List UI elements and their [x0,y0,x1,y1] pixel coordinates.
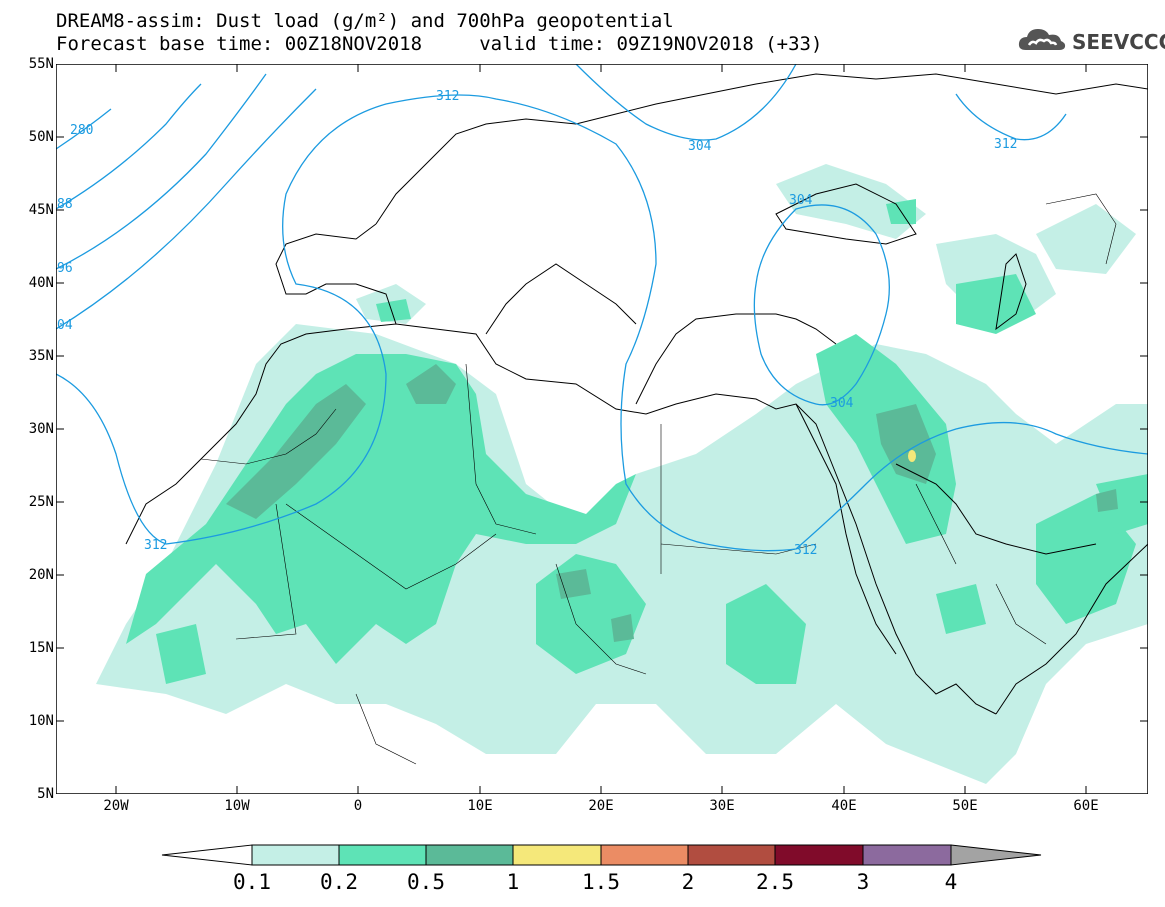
colorbar-label-2: 2 [681,870,695,894]
colorbar-over-triangle [950,844,1042,866]
lon-tick-20e: 20E [588,798,614,814]
lat-tick-5n: 5N [37,786,54,802]
colorbar-label-0.2: 0.2 [320,870,358,894]
lat-tick-15n: 15N [28,640,54,656]
colorbar-label-0.5: 0.5 [407,870,445,894]
lon-tick-40e: 40E [831,798,857,814]
colorbar-swatch-2.5 [774,844,864,866]
geopotential-contours [56,64,1148,552]
map-title-line2: Forecast base time: 00Z18NOV2018 valid t… [56,33,823,55]
contour-label-280: 280 [70,123,93,138]
contour-labels: 280 88 96 04 312 304 304 312 304 312 312 [57,89,1017,558]
colorbar-swatch-0.5 [425,844,514,866]
colorbar-label-0.1: 0.1 [233,870,271,894]
contour-label-304-east: 304 [830,396,854,411]
lat-tick-10n: 10N [28,713,54,729]
lon-tick-0: 0 [353,798,363,814]
colorbar-swatch-2 [687,844,776,866]
contour-label-304-black-sea: 304 [789,193,813,208]
contour-label-312-north: 312 [436,89,459,104]
colorbar-label-4: 4 [944,870,958,894]
map-title-line1: DREAM8-assim: Dust load (g/m²) and 700hP… [56,10,674,32]
lat-tick-55n: 55N [28,56,54,72]
colorbar-swatch-3 [862,844,952,866]
colorbar-label-1: 1 [506,870,520,894]
dust-load-map: 280 88 96 04 312 304 304 312 304 312 312 [56,64,1148,794]
lat-tick-45n: 45N [28,202,54,218]
contour-label-312-caspian: 312 [994,137,1017,152]
contour-label-304-north: 304 [688,139,712,154]
contour-label-88: 88 [57,197,73,212]
dust-shading-0.5 [226,364,1118,642]
lon-tick-20w: 20W [103,798,129,814]
coastlines [125,73,1148,715]
lon-tick-10e: 10E [467,798,493,814]
tick-marks [56,64,1148,794]
cloud-icon [1018,29,1066,50]
colorbar-label-2.5: 2.5 [756,870,794,894]
lat-tick-25n: 25N [28,494,54,510]
colorbar [161,844,1042,866]
lon-tick-50e: 50E [952,798,978,814]
contour-label-96: 96 [57,261,73,276]
colorbar-swatch-1 [512,844,602,866]
logo-text: SEEVCCC [1072,30,1165,54]
lat-tick-40n: 40N [28,275,54,291]
contour-label-312-south: 312 [794,543,817,558]
colorbar-label-1.5: 1.5 [582,870,620,894]
contour-label-04: 04 [57,318,73,333]
colorbar-swatch-0.2 [338,844,427,866]
contour-label-312-west: 312 [144,538,167,553]
logo: SEEVCCC [1016,24,1165,60]
lat-tick-35n: 35N [28,348,54,364]
colorbar-swatch-0.1 [251,844,340,866]
lon-tick-60e: 60E [1073,798,1099,814]
lon-tick-30e: 30E [709,798,735,814]
colorbar-swatch-1.5 [600,844,689,866]
lat-tick-50n: 50N [28,129,54,145]
country-borders [200,193,1117,765]
dust-shading-1 [908,450,916,462]
colorbar-label-3: 3 [856,870,870,894]
colorbar-under-triangle [161,844,253,866]
lon-tick-10w: 10W [224,798,250,814]
lat-tick-20n: 20N [28,567,54,583]
lat-tick-30n: 30N [28,421,54,437]
